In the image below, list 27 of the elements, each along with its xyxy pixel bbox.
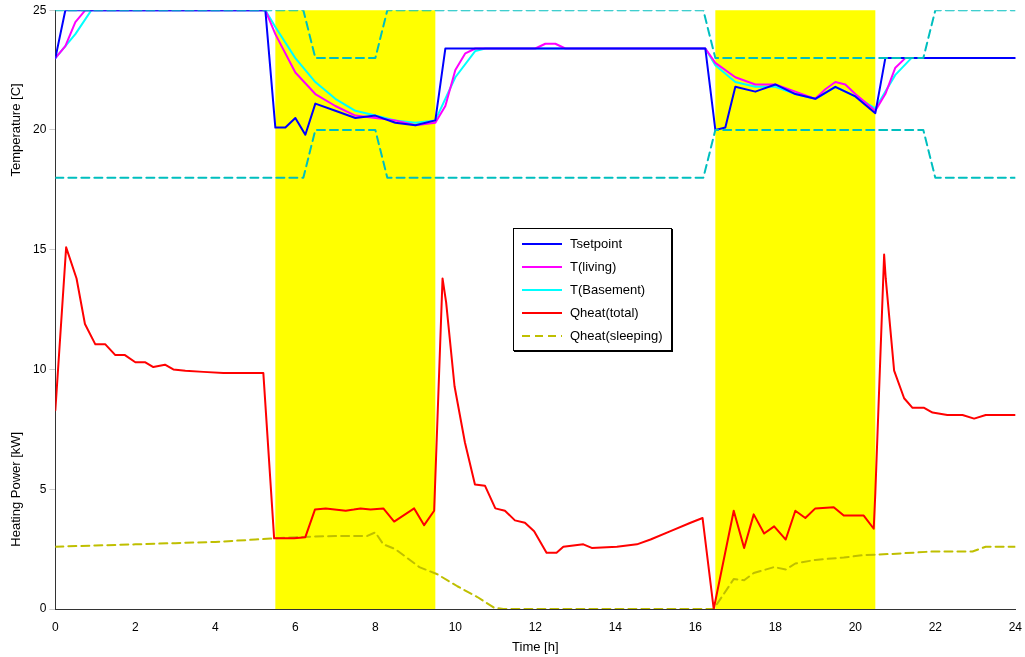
x-tick-label: 18 [768,619,783,634]
y-tick-label: 20 [32,122,47,137]
x-tick-label: 8 [372,619,379,634]
y-axis-title: Temperature [C] [7,83,23,177]
x-tick-label: 10 [448,619,463,634]
y-tick-label: 25 [32,2,47,17]
legend-label: Tsetpoint [570,236,623,251]
x-tick-label: 24 [1008,619,1023,634]
y-tick-label: 5 [39,481,47,496]
y-tick-label: 10 [32,361,47,376]
y-tick-label: 15 [32,242,47,257]
x-tick-label: 2 [132,619,139,634]
legend-label: T(Basement) [570,282,646,297]
legend-label: T(living) [570,259,617,274]
x-tick-label: 20 [848,619,863,634]
x-tick-label: 4 [212,619,219,634]
x-tick-label: 6 [292,619,299,634]
legend-label: Qheat(total) [570,305,639,320]
x-tick-label: 22 [928,619,943,634]
x-axis-title: Time [h] [512,638,559,654]
x-tick-label: 14 [608,619,623,634]
legend-label: Qheat(sleeping) [570,328,663,343]
y-tick-label: 0 [39,601,47,616]
x-tick-label: 0 [52,619,59,634]
text: Heating Power [kW] [7,431,23,547]
x-tick-label: 12 [528,619,543,634]
x-tick-label: 16 [688,619,703,634]
